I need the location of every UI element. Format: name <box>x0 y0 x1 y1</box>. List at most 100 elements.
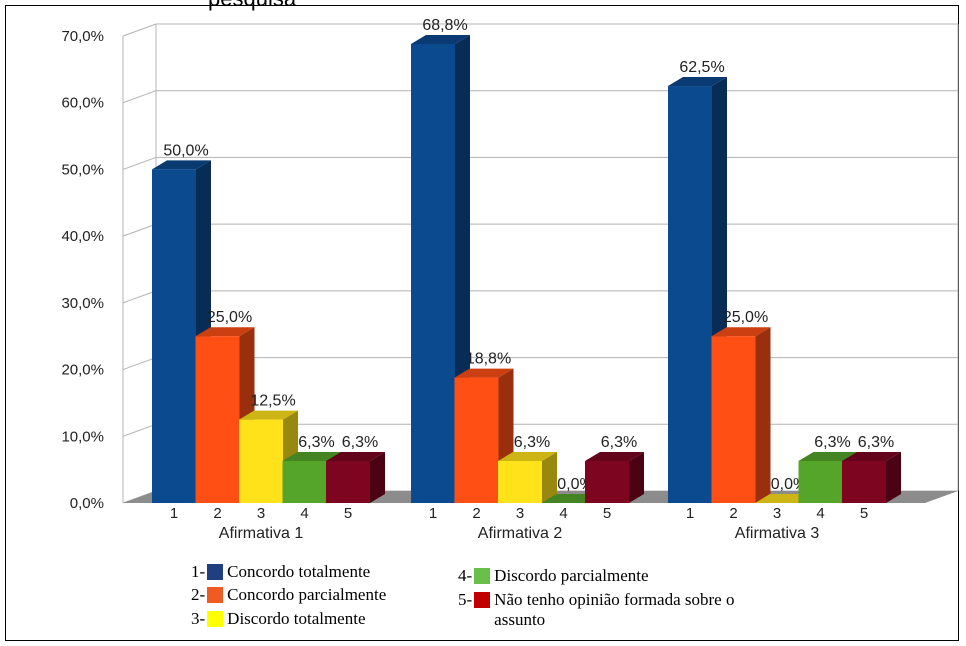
legend-swatch <box>207 564 224 580</box>
bar-index-label: 5 <box>603 505 611 522</box>
bar-front <box>239 419 283 503</box>
gridline-side <box>122 156 157 170</box>
bar <box>585 451 644 503</box>
bar <box>711 327 771 503</box>
data-label: 25,0% <box>723 309 768 326</box>
category-label: Afirmativa 1 <box>219 525 304 542</box>
legend-swatch <box>474 592 491 608</box>
legend-label: Discordo parcialmente <box>494 566 649 585</box>
y-tick-label: 0,0% <box>70 495 104 512</box>
legend-item-3: 3- Discordo totalmente <box>191 609 366 629</box>
bar-top <box>498 451 557 461</box>
bar-front <box>842 460 886 503</box>
bar-front <box>152 169 196 503</box>
bar-top <box>282 451 342 461</box>
bar <box>152 160 211 503</box>
bar-index-label: 4 <box>300 505 308 522</box>
legend-label: Discordo totalmente <box>227 609 366 628</box>
data-label: 50,0% <box>163 142 208 159</box>
bar-index-label: 1 <box>686 505 694 522</box>
bar-index-label: 2 <box>729 505 737 522</box>
bar-index-label: 3 <box>257 505 265 522</box>
data-label: 18,8% <box>466 351 511 368</box>
bar-index-label: 3 <box>773 505 781 522</box>
legend-item-4: 4- Discordo parcialmente <box>458 566 649 586</box>
bar-top <box>195 327 255 337</box>
bar-side <box>542 451 557 503</box>
bar-side <box>370 451 385 503</box>
data-label: 0,0% <box>557 476 593 493</box>
y-tick-label: 50,0% <box>61 161 104 178</box>
data-label: 6,3% <box>601 434 637 451</box>
category-label: Afirmativa 2 <box>478 525 563 542</box>
bar-front <box>498 460 542 503</box>
data-label: 0,0% <box>771 476 807 493</box>
chart-title-cut: pesquisa <box>208 0 296 12</box>
legend-label: Não tenho opinião formada sobre o <box>494 590 735 609</box>
data-label: 68,8% <box>422 17 467 34</box>
bar-index-label: 1 <box>170 505 178 522</box>
bar-top <box>454 368 514 378</box>
y-tick-label: 20,0% <box>61 362 104 379</box>
bar-front <box>668 86 712 504</box>
bar <box>498 451 557 503</box>
legend-num: 1- <box>191 562 206 581</box>
data-label: 6,3% <box>298 434 334 451</box>
legend-label: Concordo parcialmente <box>227 585 387 604</box>
legend-item-1: 1- Concordo totalmente <box>191 562 370 582</box>
bar-top <box>668 77 727 87</box>
category-label: Afirmativa 3 <box>735 525 820 542</box>
bar-top <box>326 451 385 461</box>
bar-top <box>842 451 901 461</box>
data-label: 25,0% <box>207 309 252 326</box>
legend-num: 5- <box>458 590 473 609</box>
legend-swatch <box>474 568 491 584</box>
data-label: 6,3% <box>858 434 894 451</box>
y-tick-label: 70,0% <box>61 28 104 45</box>
bar-index-label: 2 <box>472 505 480 522</box>
bar-front <box>282 460 327 503</box>
bar-index-label: 4 <box>816 505 824 522</box>
bar-index-label: 5 <box>860 505 868 522</box>
gridline-side <box>122 223 157 237</box>
gridline-side <box>122 23 157 37</box>
bar-index-label: 3 <box>516 505 524 522</box>
data-label: 6,3% <box>342 434 378 451</box>
legend-swatch <box>207 611 224 627</box>
bar-top <box>239 410 298 420</box>
y-tick-label: 10,0% <box>61 428 104 445</box>
bar-front <box>585 460 629 503</box>
data-label: 62,5% <box>679 59 724 76</box>
bar-front <box>454 377 499 503</box>
top-border <box>5 5 959 6</box>
gridline-side <box>122 423 157 437</box>
bar <box>454 368 514 503</box>
data-label: 6,3% <box>514 434 550 451</box>
legend-num: 2- <box>191 585 206 604</box>
bar-top <box>411 35 470 45</box>
bar-side <box>755 327 771 503</box>
gridline-side <box>122 357 157 371</box>
bar-top <box>152 160 211 170</box>
bar-front <box>798 460 843 503</box>
bar-index-label: 5 <box>344 505 352 522</box>
bar-index-label: 1 <box>429 505 437 522</box>
bar-side <box>629 451 644 503</box>
bar-top <box>711 327 771 337</box>
y-tick-label: 40,0% <box>61 228 104 245</box>
bar <box>842 451 901 503</box>
gridline-side <box>122 290 157 304</box>
legend-num: 3- <box>191 609 206 628</box>
data-label: 12,5% <box>250 393 295 410</box>
bar-index-label: 2 <box>213 505 221 522</box>
y-tick-label: 30,0% <box>61 295 104 312</box>
bar-front <box>411 44 455 504</box>
bar-front <box>711 336 756 503</box>
data-label: 6,3% <box>814 434 850 451</box>
gridline-side <box>122 90 157 104</box>
bar-top <box>798 451 858 461</box>
legend-swatch <box>207 587 224 603</box>
bar-index-label: 4 <box>559 505 567 522</box>
bar-front <box>326 460 370 503</box>
